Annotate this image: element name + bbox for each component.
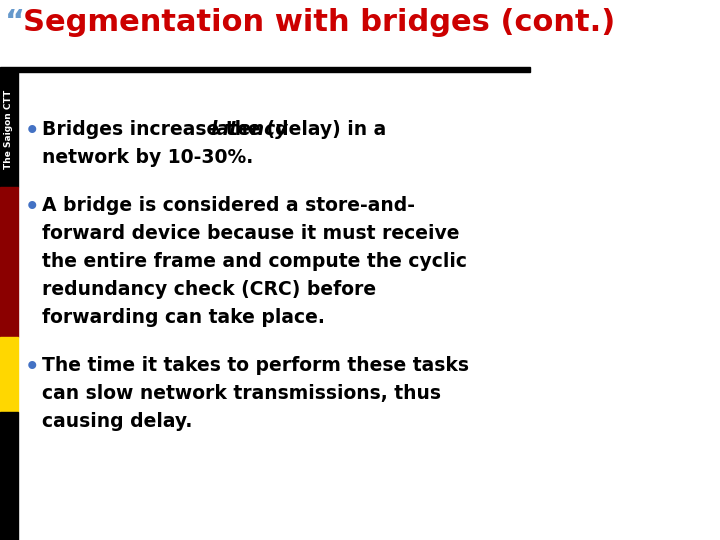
Text: redundancy check (CRC) before: redundancy check (CRC) before: [42, 280, 376, 299]
Text: causing delay.: causing delay.: [42, 412, 192, 431]
Text: •: •: [25, 196, 40, 219]
Bar: [0, 72, 18, 187]
Text: •: •: [25, 120, 40, 143]
Text: network by 10-30%.: network by 10-30%.: [42, 148, 253, 167]
Text: A bridge is considered a store-and-: A bridge is considered a store-and-: [42, 196, 415, 215]
Text: forward device because it must receive: forward device because it must receive: [42, 224, 459, 243]
Bar: [0, 67, 530, 72]
Text: latency: latency: [211, 120, 288, 139]
Text: (delay) in a: (delay) in a: [260, 120, 387, 139]
Text: •: •: [25, 356, 40, 379]
Bar: [0, 187, 18, 337]
Text: “: “: [5, 8, 25, 37]
Text: The time it takes to perform these tasks: The time it takes to perform these tasks: [42, 356, 469, 375]
Text: the entire frame and compute the cyclic: the entire frame and compute the cyclic: [42, 252, 467, 271]
Text: forwarding can take place.: forwarding can take place.: [42, 308, 325, 327]
Bar: [0, 412, 18, 540]
Text: The Saigon CTT: The Saigon CTT: [4, 90, 14, 169]
Bar: [0, 337, 18, 412]
Text: Bridges increase the: Bridges increase the: [42, 120, 267, 139]
Text: can slow network transmissions, thus: can slow network transmissions, thus: [42, 384, 441, 403]
Text: Segmentation with bridges (cont.): Segmentation with bridges (cont.): [23, 8, 616, 37]
